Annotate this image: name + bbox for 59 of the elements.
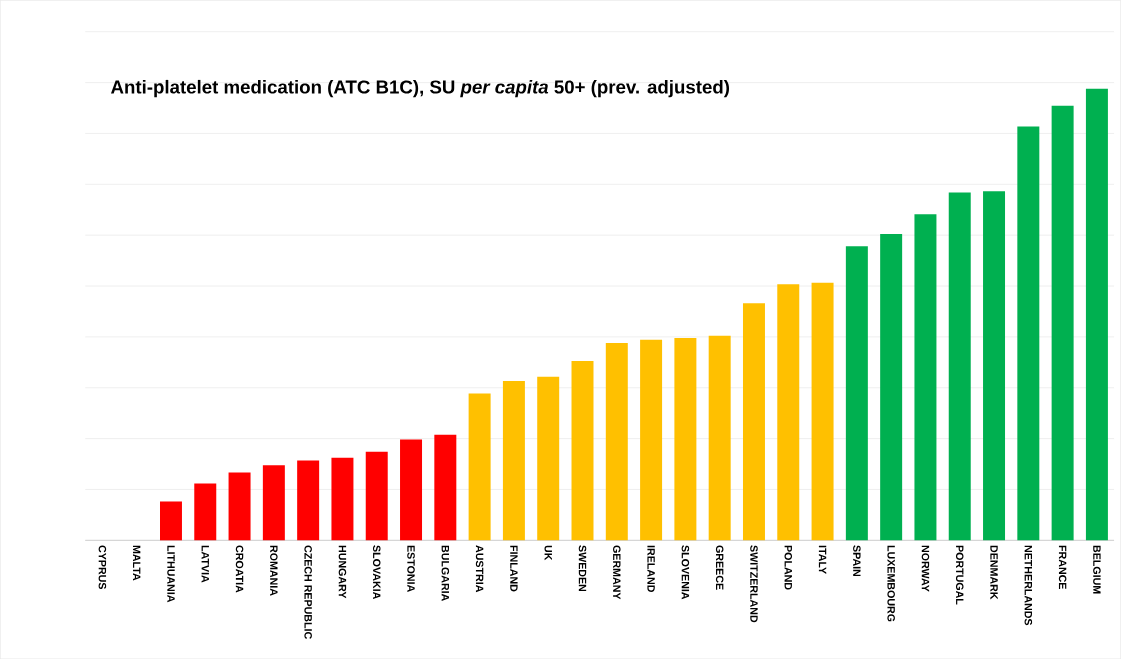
bar [400,439,423,541]
x-tick-label: BELGIUM [1093,545,1101,594]
x-tick-label: ROMANIA [270,545,278,596]
bar [365,451,388,541]
x-tick-label: ESTONIA [407,545,415,592]
x-tick-label: SLOVENIA [681,545,690,600]
x-tick-label: LITHUANIA [167,545,175,603]
x-tick-label: DENMARK [990,545,998,600]
x-tick-label: SLOVAKIA [372,545,381,599]
bar [605,342,628,541]
bar [1085,88,1108,541]
x-tick-label: NETHERLANDS [1024,545,1033,626]
bar [742,303,765,541]
bar [880,233,903,541]
bar [777,284,800,541]
x-tick-label: GREECE [715,545,724,590]
bar [468,393,491,541]
bar [948,192,971,541]
bar [262,465,285,541]
x-tick-label: SPAIN [853,545,861,577]
x-tick-label: FRANCE [1058,545,1067,589]
bar [1051,105,1074,541]
x-tick-label: ITALY [818,545,827,574]
bar [1017,126,1040,541]
bar [674,337,697,541]
bar [228,472,251,541]
bar [811,282,834,541]
x-tick-label: UK [544,545,552,561]
x-tick-label: NORWAY [921,545,930,592]
x-tick-label: LUXEMBOURG [887,545,895,622]
chart-title: Anti-platelet medication (ATC B1C), SU per capita 50+ (prev. adjusted) [110,79,730,98]
x-tick-label: CROATIA [235,545,244,593]
bar [571,360,594,541]
x-tick-label: BULGARIA [441,545,450,601]
bar [983,191,1006,541]
bar [914,214,937,541]
x-tick-label: POLAND [784,545,793,590]
x-tick-label: CZECH REPUBLIC [304,545,312,639]
bar [502,380,525,541]
bar [297,460,320,541]
bar [708,335,731,541]
x-tick-label: CYPRUS [98,545,107,589]
x-tick-label: AUSTRIA [475,545,484,593]
bar [537,376,560,541]
x-tick-label: SWITZERLAND [750,545,758,623]
bar [434,434,457,541]
bar [194,483,217,541]
x-tick-label: GERMANY [613,545,621,600]
x-tick-label: PORTUGAL [955,545,964,605]
bar [640,339,663,541]
x-tick-label: IRELAND [647,545,655,592]
x-tick-label: SWEDEN [578,545,587,592]
bar [159,501,182,541]
bar [331,457,354,541]
x-tick-label: HUNGARY [338,545,347,599]
bar [845,246,868,541]
x-tick-label: MALTA [133,545,141,581]
x-tick-label: LATVIA [201,545,209,583]
x-tick-label: FINLAND [510,545,518,592]
